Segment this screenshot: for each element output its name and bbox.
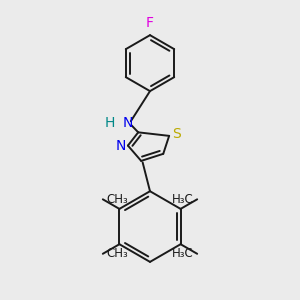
Text: N: N <box>116 139 126 153</box>
Text: S: S <box>172 128 181 141</box>
Text: H₃C: H₃C <box>172 247 194 260</box>
Text: CH₃: CH₃ <box>106 193 128 206</box>
Text: F: F <box>146 16 154 30</box>
Text: H₃C: H₃C <box>172 193 194 206</box>
Text: CH₃: CH₃ <box>106 247 128 260</box>
Text: N: N <box>123 116 133 130</box>
Text: H: H <box>104 116 115 130</box>
